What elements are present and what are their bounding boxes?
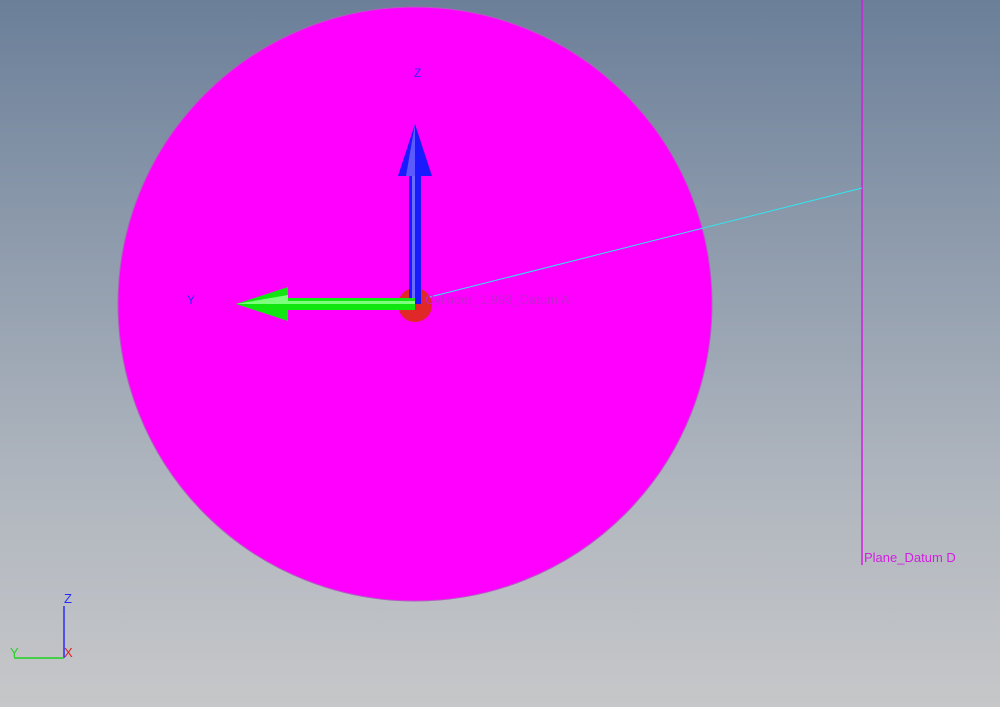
z-axis-arrow[interactable] <box>398 124 432 304</box>
triad-z-label: Z <box>64 591 72 606</box>
y-axis-arrow[interactable] <box>236 287 415 321</box>
orientation-triad <box>14 606 65 659</box>
z-axis-label: Z <box>414 66 422 80</box>
plane-datum-d-label[interactable]: Plane_Datum D <box>864 550 956 565</box>
y-axis-label: Y <box>187 293 196 307</box>
leader-line <box>417 187 863 301</box>
triad-y-label: Y <box>10 645 19 660</box>
cylinder-datum-a-label[interactable]: Cylinder_1.993_Datum A <box>425 292 570 307</box>
triad-x-label: X <box>64 645 73 660</box>
